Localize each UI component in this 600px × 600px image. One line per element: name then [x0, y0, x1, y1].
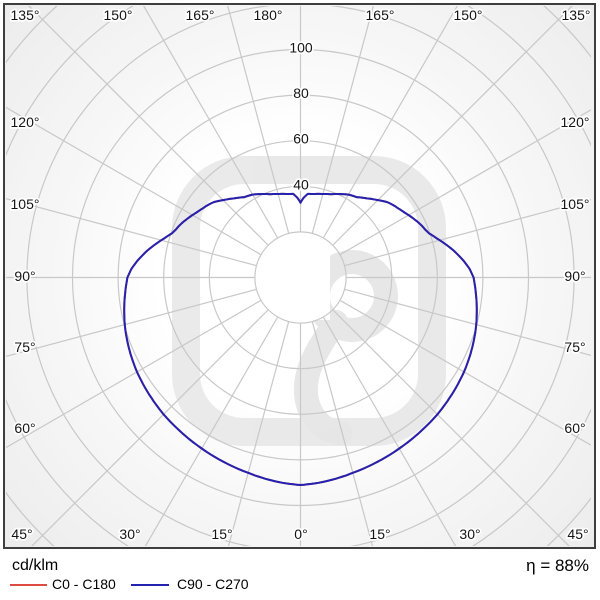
angle-label: 165° [186, 7, 215, 23]
grid-radial-line [6, 288, 257, 358]
ring-label: 40 [293, 176, 309, 192]
legend-swatch-c0-c180 [10, 584, 47, 586]
ring-label: 100 [289, 40, 313, 56]
angle-label: 120° [11, 114, 40, 130]
angle-label: 75° [564, 339, 585, 355]
angle-label: 45° [567, 526, 588, 542]
angle-label: 15° [211, 526, 232, 542]
angle-label: 165° [366, 7, 395, 23]
grid-radial-line [339, 299, 591, 446]
angle-label: 135° [562, 7, 591, 23]
grid-radial-line [31, 309, 269, 546]
angle-label: 15° [369, 526, 390, 542]
grid-radial-line [6, 197, 257, 267]
angle-label: 60° [14, 420, 35, 436]
grid-radial-line [339, 109, 591, 256]
grid-radial-line [344, 288, 591, 356]
grid-radial-line [332, 309, 570, 546]
angle-label: 135° [11, 7, 40, 23]
unit-label: cd/klm [12, 557, 59, 574]
watermark-logo [172, 156, 446, 446]
angle-label: 0° [294, 526, 307, 542]
angle-label: 105° [11, 196, 40, 212]
curve-C90-C270 [123, 192, 478, 486]
watermark-tail [293, 310, 352, 445]
grid-radial-line [28, 6, 269, 246]
watermark-bar [273, 247, 297, 320]
grid-radial-line [143, 6, 279, 239]
watermark-bar [303, 247, 330, 320]
ring-label: 60 [293, 131, 309, 147]
grid-radial-line [6, 299, 262, 449]
angle-label: 150° [104, 7, 133, 23]
angle-label: 180° [254, 7, 283, 23]
grid-radial-line [344, 199, 591, 267]
watermark-outline [172, 156, 446, 446]
angle-label: 90° [564, 268, 585, 284]
angle-label: 75° [14, 339, 35, 355]
grid-radial-line [6, 106, 262, 256]
grid-radial-line [311, 321, 374, 546]
grid-radial-line [227, 321, 290, 546]
angle-label: 120° [561, 114, 590, 130]
chart-frame [3, 3, 596, 549]
legend-label-c90-c270: C90 - C270 [177, 576, 249, 592]
polar-chart: 40 60 80 100 135° 150° 165° 180° 165° 150° 135° 45°… [6, 6, 591, 546]
angle-label: 45° [11, 526, 32, 542]
grid-radial-line [144, 316, 279, 546]
angle-label: 30° [459, 526, 480, 542]
angle-label: 60° [564, 420, 585, 436]
angle-label: 150° [454, 7, 483, 23]
angle-label: 90° [14, 268, 35, 284]
legend-label-c0-c180: C0 - C180 [52, 576, 116, 592]
legend-swatch-c90-c270 [131, 584, 169, 586]
angle-label: 105° [561, 196, 590, 212]
angle-label: 30° [119, 526, 140, 542]
ring-label: 80 [293, 85, 309, 101]
plot-layer: 40 60 80 100 135° 150° 165° 180° 165° 150° 135° 45°… [6, 6, 591, 546]
grid-radial-line [311, 6, 374, 234]
legend: cd/klm η = 88% C0 - C180 C90 - C270 [0, 550, 600, 600]
grid-radial-line [227, 6, 290, 234]
grid-radial-line [322, 6, 458, 239]
efficiency-label: η = 88% [526, 556, 589, 575]
grid-radial-line [322, 316, 457, 546]
